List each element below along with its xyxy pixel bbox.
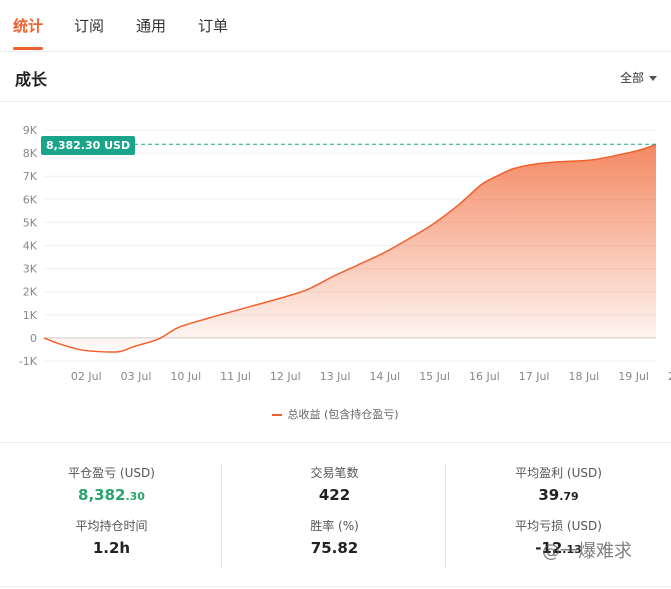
stat-value-dec: .13 — [562, 543, 582, 556]
stat-value: 422 — [223, 486, 446, 504]
x-tick-label: 17 Jul — [519, 370, 550, 383]
stat-trade-count: 交易笔数 422 — [223, 464, 446, 504]
stat-value-int: 422 — [318, 486, 351, 504]
stat-label: 交易笔数 — [310, 466, 359, 480]
stat-label: 平均盈利 (USD) — [515, 466, 602, 480]
y-tick-label: 4K — [23, 240, 38, 253]
stat-avg-holding-time: 平均持仓时间 1.2h — [0, 517, 223, 557]
stats-panel: 平仓盈亏 (USD) 8,382.30 交易笔数 422 平均盈利 (USD) … — [0, 442, 671, 587]
series-area — [44, 144, 656, 353]
stat-value-int: 75.82 — [310, 539, 359, 557]
stat-value-int: 39 — [538, 486, 560, 504]
legend-label: 总收益 (包含持仓盈亏) — [287, 408, 399, 421]
stat-value: 1.2h — [0, 539, 223, 557]
current-value-tag: 8,382.30 USD — [41, 136, 136, 155]
x-tick-label: 19 Jul — [618, 370, 649, 383]
y-tick-label: 8K — [23, 147, 38, 160]
stats-divider — [445, 463, 446, 568]
x-tick-label: 13 Jul — [320, 370, 351, 383]
x-tick-label: 10 Jul — [170, 370, 201, 383]
tab-subscriptions[interactable]: 订阅 — [74, 17, 105, 35]
tab-orders[interactable]: 订单 — [198, 17, 229, 35]
stat-label: 平均持仓时间 — [75, 519, 148, 533]
section-header: 成长 全部 — [0, 52, 671, 102]
y-tick-label: -1K — [19, 355, 38, 368]
chart-legend[interactable]: 总收益 (包含持仓盈亏) — [0, 406, 671, 422]
stat-closed-pnl: 平仓盈亏 (USD) 8,382.30 — [0, 464, 223, 504]
stat-label: 平均亏损 (USD) — [515, 519, 602, 533]
stat-label: 胜率 (%) — [310, 519, 359, 533]
stat-win-rate: 胜率 (%) 75.82 — [223, 517, 446, 557]
series-line — [43, 143, 657, 353]
x-tick-label: 12 Jul — [270, 370, 301, 383]
growth-chart-svg: 9K 8K 7K 6K 5K 4K 3K 2K 1K 0 -1K 02 Jul 03 Jul 10 Jul… — [19, 124, 671, 383]
stat-value-int: 8,382 — [78, 486, 126, 504]
tab-bar: 统计 订阅 通用 订单 — [0, 0, 671, 52]
stat-avg-profit: 平均盈利 (USD) 39.79 — [447, 464, 670, 504]
stat-value-dec: .30 — [125, 490, 145, 503]
y-tick-label: 0 — [30, 332, 37, 345]
range-filter-dropdown[interactable]: 全部 — [620, 69, 657, 86]
y-tick-label: 9K — [23, 124, 38, 137]
y-tick-label: 2K — [23, 286, 38, 299]
y-tick-label: 7K — [23, 170, 38, 183]
stat-value-dec: .79 — [559, 490, 579, 503]
y-tick-label: 1K — [23, 309, 38, 322]
stat-value: 8,382.30 — [0, 486, 223, 504]
x-tick-label: 02 Jul — [71, 370, 102, 383]
stat-value-int: 1.2h — [92, 539, 131, 557]
watermark: @一爆难求 — [542, 541, 632, 562]
stat-value: 75.82 — [223, 539, 446, 557]
legend-swatch — [272, 414, 283, 416]
tab-statistics[interactable]: 统计 — [13, 17, 44, 35]
stat-label: 平仓盈亏 (USD) — [68, 466, 155, 480]
range-filter-label: 全部 — [619, 71, 644, 85]
y-tick-label: 5K — [23, 216, 38, 229]
x-tick-label: 11 Jul — [220, 370, 251, 383]
stat-avg-loss: 平均亏损 (USD) -12.13 — [447, 517, 670, 557]
x-tick-label: 20 Jul — [668, 370, 671, 383]
y-tick-label: 3K — [23, 263, 38, 276]
x-tick-label: 14 Jul — [369, 370, 400, 383]
x-tick-label: 16 Jul — [469, 370, 500, 383]
growth-chart: 9K 8K 7K 6K 5K 4K 3K 2K 1K 0 -1K 02 Jul 03 Jul 10 Jul… — [0, 102, 671, 442]
stat-value-int: -12 — [535, 539, 563, 557]
stats-divider — [221, 463, 222, 568]
tab-general[interactable]: 通用 — [136, 17, 167, 35]
x-tick-label: 03 Jul — [121, 370, 152, 383]
stat-value: -12.13 — [447, 539, 670, 557]
x-tick-label: 18 Jul — [568, 370, 599, 383]
x-tick-label: 15 Jul — [419, 370, 450, 383]
stat-value: 39.79 — [447, 486, 670, 504]
caret-down-icon — [649, 76, 657, 81]
y-tick-label: 6K — [23, 193, 38, 206]
section-title: 成长 — [15, 70, 48, 89]
active-tab-indicator — [13, 47, 43, 50]
